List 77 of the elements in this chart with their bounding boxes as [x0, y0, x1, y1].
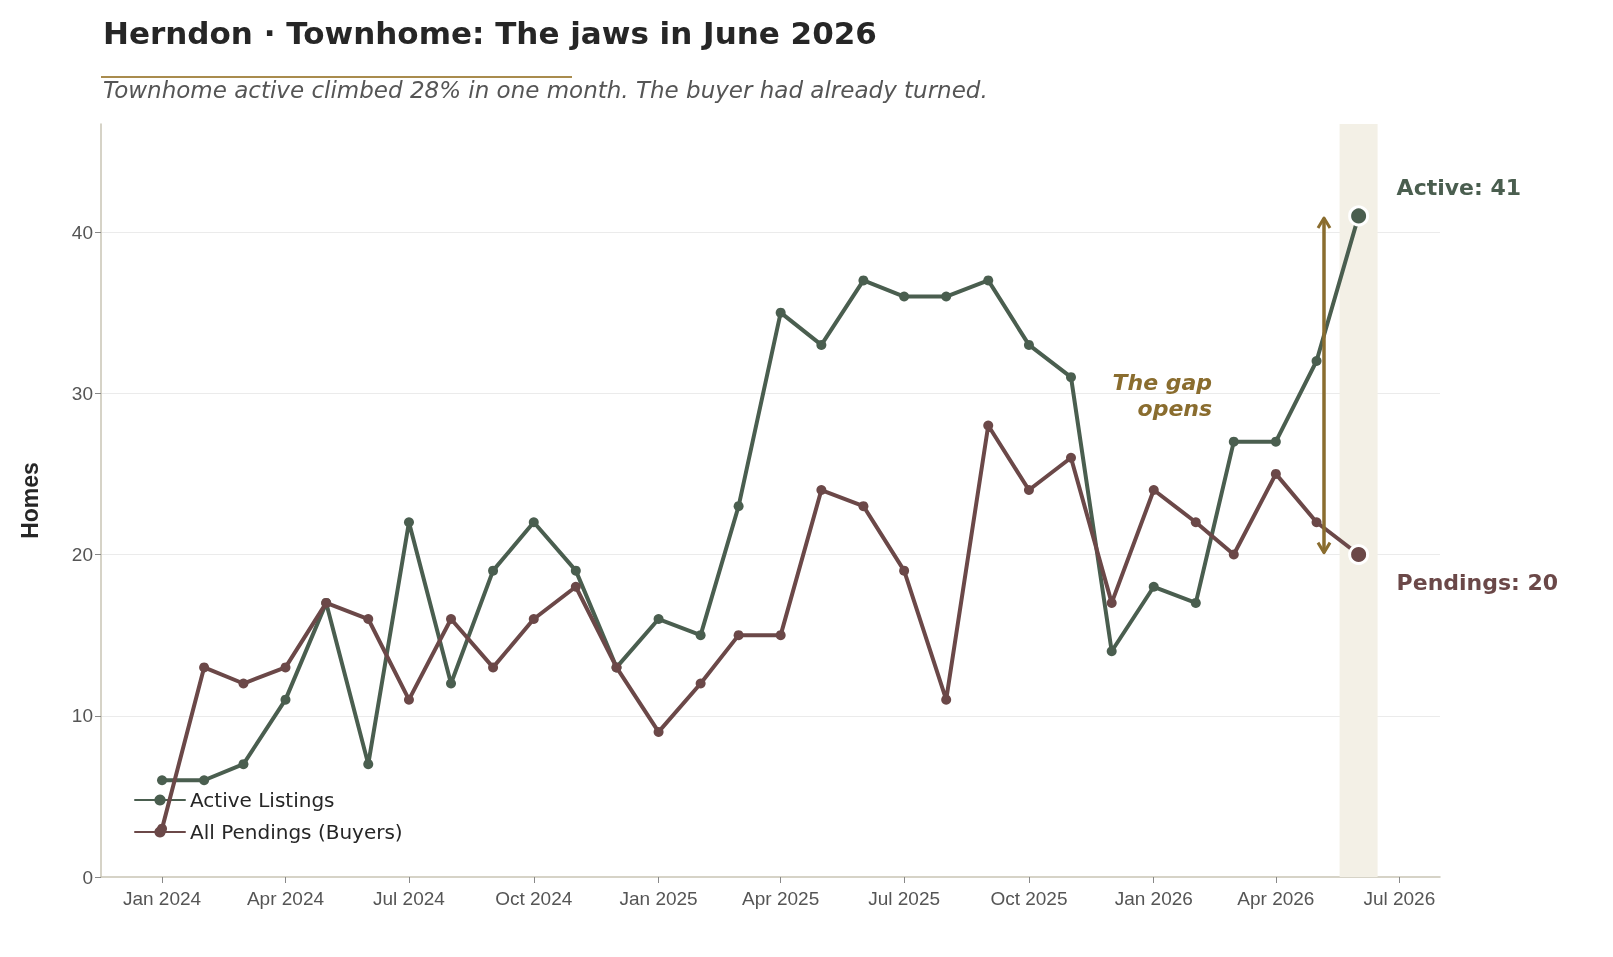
point: [238, 678, 249, 689]
point: [941, 291, 952, 302]
point: [157, 775, 168, 786]
point: [1190, 597, 1201, 608]
point: [775, 630, 786, 641]
point: [403, 517, 414, 528]
annotation: Pendings: 20: [1396, 570, 1559, 596]
point: [1148, 581, 1159, 592]
point: [199, 775, 210, 786]
chart-subtitle: Townhome active climbed 28% in one month. The buyer had already turned.: [103, 76, 988, 103]
point: [1270, 468, 1281, 479]
chart-title: Herndon · Townhome: The jaws in June 2026: [103, 14, 877, 51]
point: [1190, 517, 1201, 528]
x-tick-label: Jan 2025: [619, 888, 698, 909]
point: [488, 662, 499, 673]
legend-label: Active Listings: [190, 788, 335, 812]
point: [1228, 436, 1239, 447]
point: [653, 726, 664, 737]
x-tick-label: Oct 2025: [990, 888, 1068, 909]
point: [363, 614, 374, 625]
y-tick-label: 10: [71, 705, 93, 727]
point: [983, 420, 994, 431]
point: [570, 581, 581, 592]
y-tick-label: 20: [71, 544, 93, 566]
point: [280, 694, 291, 705]
point: [1023, 339, 1034, 350]
point: [816, 485, 827, 496]
x-tick-label: Jul 2024: [373, 888, 446, 909]
annotation: Active: 41: [1396, 175, 1522, 201]
point: [816, 339, 827, 350]
x-tick-label: Apr 2026: [1237, 888, 1315, 909]
point: [570, 565, 581, 576]
point: [446, 678, 457, 689]
x-tick-label: Apr 2025: [742, 888, 820, 909]
x-tick-label: Apr 2024: [246, 888, 325, 909]
point: [199, 662, 210, 673]
point: [363, 759, 374, 770]
legend-label: All Pendings (Buyers): [190, 820, 403, 844]
point: [1148, 485, 1159, 496]
point: [941, 694, 952, 705]
point: [403, 694, 414, 705]
point: [1023, 485, 1034, 496]
point: [733, 501, 744, 512]
x-tick-label: Jan 2024: [122, 888, 202, 909]
point: [653, 614, 664, 625]
point: [1106, 597, 1117, 608]
point: [528, 517, 539, 528]
y-tick-label: 30: [71, 382, 93, 404]
point: [1228, 549, 1239, 560]
point: [1311, 356, 1322, 367]
point: [528, 614, 539, 625]
point: [775, 307, 786, 318]
point: [695, 678, 706, 689]
point: [446, 614, 457, 625]
x-tick-label: Jan 2026: [1114, 888, 1193, 909]
point: [1066, 452, 1076, 463]
point: [983, 275, 994, 286]
x-tick-label: Jul 2026: [1363, 888, 1436, 909]
point: [238, 759, 249, 770]
point: [1311, 517, 1322, 528]
point: [280, 662, 291, 673]
x-tick-label: Jul 2025: [868, 888, 941, 909]
y-tick-label: 0: [82, 866, 93, 888]
point: [1270, 436, 1281, 447]
point: [1106, 646, 1117, 657]
y-tick-label: 40: [71, 221, 93, 243]
annotation: The gap opens: [1112, 369, 1213, 421]
point: [695, 630, 706, 641]
x-tick-label: Oct 2024: [495, 888, 573, 909]
point: [858, 501, 869, 512]
y-axis-title: Homes: [16, 462, 43, 539]
point: [488, 565, 499, 576]
point: [1066, 372, 1076, 383]
point: [899, 565, 910, 576]
point: [858, 275, 869, 286]
point: [899, 291, 910, 302]
point: [733, 630, 744, 641]
